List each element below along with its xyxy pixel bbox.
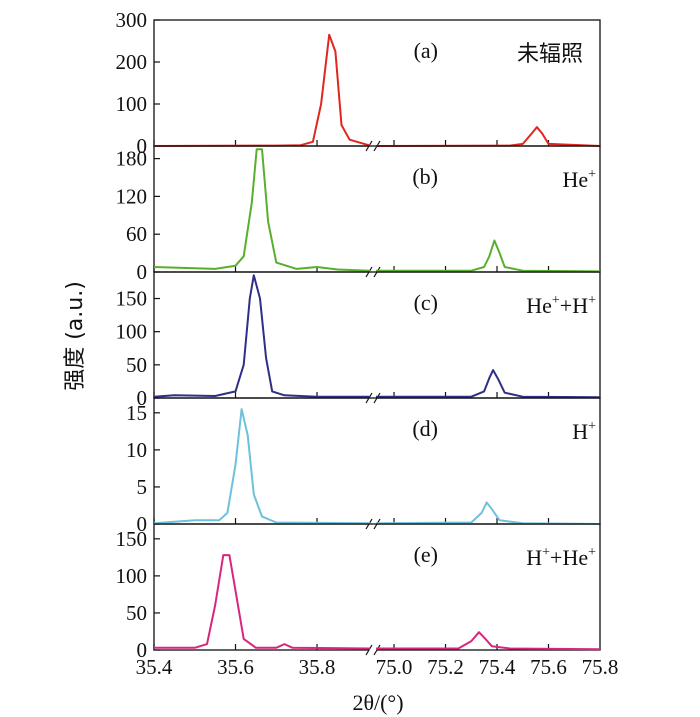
x-tick-label: 75.4 [479,655,516,679]
y-tick-label: 0 [137,638,148,662]
y-tick-label: 50 [126,601,147,625]
y-axis-label: 强度 (a.u.) [63,281,88,391]
y-tick-label: 100 [116,92,148,116]
y-tick-label: 180 [116,147,148,171]
series-line-segment-1 [153,274,370,398]
y-tick-label: 120 [116,184,148,208]
series-line-segment-2 [375,126,601,147]
axis-break-gap [369,645,377,655]
y-tick-label: 15 [126,401,147,425]
x-tick-label: 75.2 [427,655,464,679]
x-tick-label: 35.8 [299,655,336,679]
y-tick-label: 0 [137,134,148,158]
panel-frame [153,271,601,399]
panel-d: 0 5 10 15 (d) H+ [126,397,601,536]
panel-letter: (e) [414,542,438,567]
panel-c: 0 50 100 150 (c) He++H+ [116,271,601,410]
y-tick-label: 0 [137,260,148,284]
y-tick-label: 0 [137,512,148,536]
panel-frame [153,397,601,525]
panel-letter: (c) [414,290,438,315]
panel-letter: (d) [412,416,438,441]
panel-b: 0 60 120 180 (b) He+ [116,145,601,284]
y-tick-label: 10 [126,438,147,462]
panel-frame [153,19,601,147]
series-line-segment-1 [153,148,371,272]
series-line-segment-1 [153,408,371,525]
sample-label: H++He+ [526,545,596,570]
panel-a: 0 100 200 300 (a) 未辐照 [116,8,601,158]
x-tick-label: 35.4 [136,655,173,679]
x-tick-label: 35.6 [217,655,254,679]
series-line-segment-1 [154,554,371,650]
series-line-segment-2 [376,631,601,651]
sample-label: H+ [572,419,596,444]
y-tick-label: 300 [116,8,148,32]
x-tick-label: 75.0 [376,655,413,679]
sample-label: 未辐照 [517,42,583,67]
y-tick-label: 60 [126,222,147,246]
y-tick-label: 0 [137,386,148,410]
panel-e: 0 50 100 150 (e) H++He+ [116,523,601,662]
y-tick-label: 5 [137,475,148,499]
sample-label: He++H+ [526,293,596,318]
axis-break-mark [373,644,381,656]
axis-break-mark [365,644,373,656]
panel-frame [153,145,601,273]
series-line-segment-2 [376,239,601,273]
panel-letter: (a) [414,38,438,63]
y-tick-label: 150 [116,287,148,311]
panel-letter: (b) [412,164,438,189]
x-axis-label: 2θ/(°) [352,690,403,715]
y-tick-label: 100 [116,320,148,344]
sample-label: He+ [562,167,596,192]
series-line-segment-1 [153,33,371,147]
y-tick-label: 200 [116,50,148,74]
x-tick-label: 75.8 [582,655,619,679]
y-tick-label: 150 [116,527,148,551]
y-tick-label: 50 [126,353,147,377]
x-tick-label: 75.6 [530,655,567,679]
series-line-segment-2 [376,369,601,399]
x-axis: 35.4 35.6 35.8 75.0 75.2 75.4 75.6 75.8 [136,655,619,679]
panel-frame [153,523,601,651]
y-tick-label: 100 [116,564,148,588]
series-line-segment-2 [375,501,601,525]
